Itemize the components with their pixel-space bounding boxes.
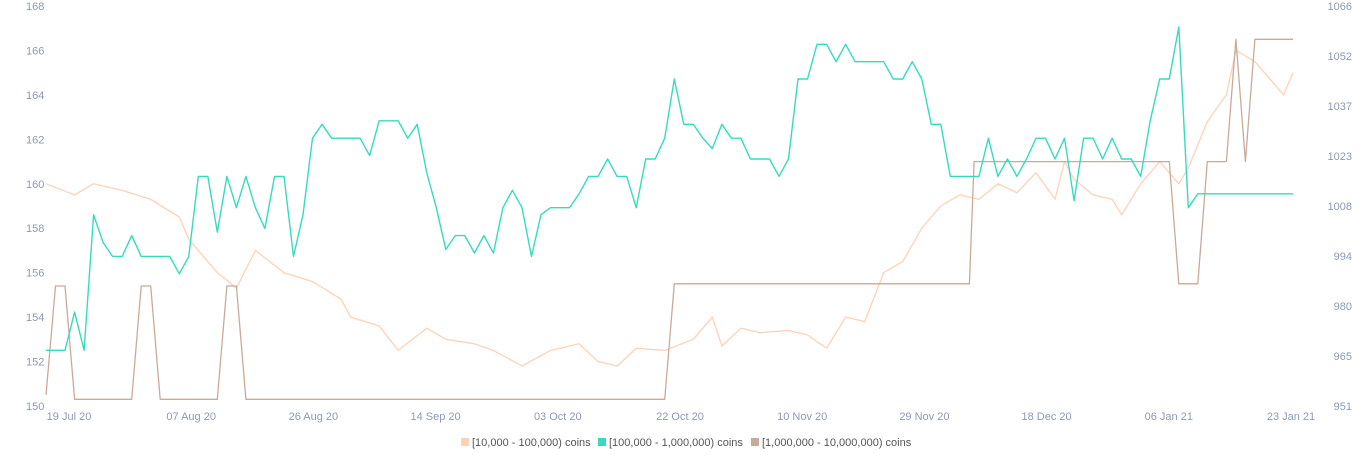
x-tick-label: 06 Jan 21 <box>1145 411 1193 423</box>
x-tick-label: 03 Oct 20 <box>534 411 582 423</box>
x-tick-label: 14 Sep 20 <box>411 411 461 423</box>
y-right-tick-label: 1008 <box>1328 201 1352 213</box>
y-right-tick-label: 994 <box>1334 251 1352 263</box>
y-left-tick-label: 168 <box>26 1 44 13</box>
legend-item-label: [1,000,000 - 10,000,000) coins <box>762 437 912 449</box>
plot-area <box>45 26 1294 400</box>
x-tick-label: 29 Nov 20 <box>899 411 949 423</box>
y-right-tick-label: 965 <box>1334 351 1352 363</box>
y-left-tick-label: 154 <box>26 312 44 324</box>
y-right-tick-label: 1023 <box>1328 151 1352 163</box>
y-left-tick-label: 160 <box>26 179 44 191</box>
series-line <box>45 49 1294 367</box>
x-axis: 19 Jul 20 07 Aug 20 26 Aug 20 14 Sep 20 03 O… <box>47 411 1315 423</box>
series-line <box>45 38 1293 400</box>
x-tick-label: 07 Aug 20 <box>166 411 216 423</box>
y-right-tick-label: 1066 <box>1328 1 1352 13</box>
y-left-tick-label: 150 <box>26 401 44 413</box>
y-left-tick-label: 158 <box>26 223 44 235</box>
y-left-tick-label: 164 <box>26 90 44 102</box>
x-tick-label: 23 Jan 21 <box>1267 411 1315 423</box>
legend-swatch <box>751 438 759 446</box>
x-tick-label: 19 Jul 20 <box>47 411 92 423</box>
legend-swatch <box>461 438 469 446</box>
y-right-axis: 951 965 980 994 1008 1023 1037 1052 1066 <box>1328 1 1352 413</box>
x-tick-label: 22 Oct 20 <box>656 411 704 423</box>
y-left-tick-label: 162 <box>26 134 44 146</box>
x-tick-label: 26 Aug 20 <box>289 411 339 423</box>
y-right-tick-label: 1037 <box>1328 101 1352 113</box>
x-tick-label: 18 Dec 20 <box>1022 411 1072 423</box>
legend-swatch <box>598 438 606 446</box>
y-right-tick-label: 1052 <box>1328 51 1352 63</box>
y-left-tick-label: 156 <box>26 268 44 280</box>
y-right-tick-label: 980 <box>1334 301 1352 313</box>
y-left-tick-label: 152 <box>26 357 44 369</box>
legend-item-label: [10,000 - 100,000) coins <box>472 437 591 449</box>
y-left-axis: 150 152 154 156 158 160 162 164 166 168 <box>26 1 44 413</box>
legend-item-label: [100,000 - 1,000,000) coins <box>609 437 743 449</box>
legend: [10,000 - 100,000) coins [100,000 - 1,000… <box>461 437 912 449</box>
x-tick-label: 10 Nov 20 <box>777 411 827 423</box>
series-line <box>46 26 1293 351</box>
y-left-tick-label: 166 <box>26 45 44 57</box>
y-right-tick-label: 951 <box>1334 401 1352 413</box>
